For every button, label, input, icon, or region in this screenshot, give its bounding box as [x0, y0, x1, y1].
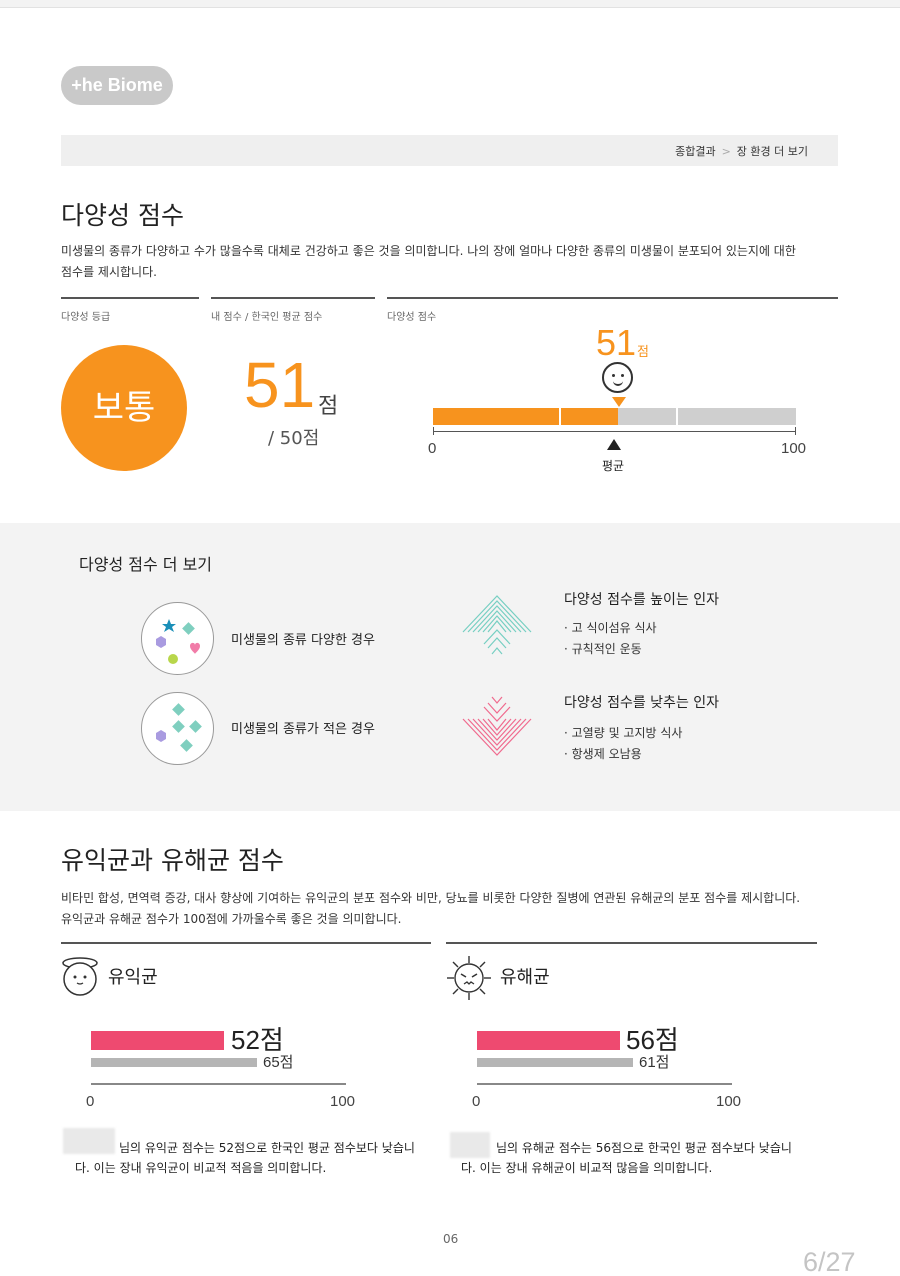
top-border [0, 0, 900, 8]
bacteria-description-line: 유익균과 유해균 점수가 100점에 가까울수록 좋은 것을 의미합니다. [61, 912, 402, 926]
bar-value-unit: 점 [637, 345, 649, 360]
diversity-axis [433, 431, 796, 432]
bad-score-bar [477, 1031, 620, 1050]
breadcrumb-separator-icon: > [721, 144, 731, 158]
breadcrumb-item-gut-env[interactable]: 장 환경 더 보기 [736, 145, 808, 158]
diversity-bar-track [433, 408, 796, 425]
diversity-description-line: 미생물의 종류가 다양하고 수가 많을수록 대체로 건강하고 좋은 것을 의미합… [61, 244, 796, 258]
bad-axis-max: 100 [716, 1093, 742, 1110]
good-bacteria-note: 님의 유익균 점수는 52점으로 한국인 평균 점수보다 낮습니 다. 이는 장… [75, 1138, 425, 1178]
lower-factor-item: · 고열량 및 고지방 식사 [564, 726, 683, 740]
bad-score-value: 56점 [626, 1025, 679, 1055]
my-score-unit: 점 [318, 394, 339, 419]
few-species-shapes [156, 703, 202, 752]
grade-column-label: 다양성 등급 [61, 312, 111, 323]
page-counter: 6/27 [803, 1247, 856, 1276]
bar-value-label: 51 [596, 322, 637, 363]
breadcrumb: 종합결과 > 장 환경 더 보기 [675, 143, 808, 159]
grade-badge: 보통 [61, 345, 187, 471]
diversity-description: 미생물의 종류가 다양하고 수가 많을수록 대체로 건강하고 좋은 것을 의미합… [61, 241, 851, 283]
lower-factors-title: 다양성 점수를 낮추는 인자 [564, 695, 720, 711]
bad-average-value: 61점 [639, 1054, 670, 1071]
axis-max-label: 100 [781, 440, 807, 457]
bad-average-bar [477, 1058, 633, 1067]
axis-min-label: 0 [428, 440, 437, 457]
good-axis [91, 1083, 346, 1085]
bad-bacteria-note: 님의 유해균 점수는 56점으로 한국인 평균 점수보다 낮습니 다. 이는 장… [461, 1138, 811, 1178]
axis-tick [433, 427, 434, 435]
bacteria-description: 비타민 합성, 면역력 증강, 대사 향상에 기여하는 유익균의 분포 점수와 … [61, 888, 851, 930]
diversity-more-panel [0, 523, 900, 811]
average-score: / 50점 [268, 428, 320, 449]
bacteria-description-line: 비타민 합성, 면역력 증강, 대사 향상에 기여하는 유익균의 분포 점수와 … [61, 891, 801, 905]
bad-axis [477, 1083, 732, 1085]
bad-note-line: 님의 유해균 점수는 56점으로 한국인 평균 점수보다 낮습니 [496, 1141, 792, 1155]
redacted-name [450, 1132, 490, 1158]
breadcrumb-item-summary[interactable]: 종합결과 [675, 145, 716, 158]
good-score-bar [91, 1031, 224, 1050]
average-label: 평균 [602, 459, 625, 473]
many-species-label: 미생물의 종류 다양한 경우 [231, 633, 375, 648]
bad-axis-min: 0 [472, 1093, 481, 1110]
column-rule [61, 297, 199, 299]
few-species-icon [141, 692, 214, 765]
good-score-value: 52점 [231, 1025, 284, 1055]
chevron-down-icon [462, 696, 532, 756]
bad-bacteria-label: 유해균 [500, 967, 550, 988]
axis-tick [795, 427, 796, 435]
score-column-label: 내 점수 / 한국인 평균 점수 [211, 312, 323, 323]
good-note-line: 다. 이는 장내 유익균이 비교적 적음을 의미합니다. [75, 1161, 327, 1175]
my-score: 51 [244, 349, 316, 421]
good-bacteria-label: 유익균 [108, 967, 158, 988]
column-rule [211, 297, 375, 299]
bar-segment-divider [559, 408, 561, 425]
brand-logo: +he Biome [61, 66, 173, 105]
column-rule [61, 942, 431, 944]
average-marker-icon [607, 439, 621, 450]
good-average-bar [91, 1058, 257, 1067]
devil-bacteria-icon [447, 956, 491, 1000]
good-axis-min: 0 [86, 1093, 95, 1110]
redacted-name [63, 1128, 115, 1154]
raise-factors-title: 다양성 점수를 높이는 인자 [564, 592, 720, 608]
diversity-more-title: 다양성 점수 더 보기 [79, 555, 213, 574]
diversity-description-line: 점수를 제시합니다. [61, 265, 157, 279]
diversity-bar-fill [433, 408, 618, 425]
column-rule [387, 297, 838, 299]
lower-factor-item: · 항생제 오남용 [564, 747, 642, 761]
raise-factor-item: · 규칙적인 운동 [564, 642, 642, 656]
chevron-up-icon [462, 595, 532, 655]
page-number: 06 [443, 1232, 459, 1246]
good-note-line: 님의 유익균 점수는 52점으로 한국인 평균 점수보다 낮습니 [119, 1141, 415, 1155]
value-pointer-icon [612, 397, 626, 407]
good-average-value: 65점 [263, 1054, 294, 1071]
few-species-label: 미생물의 종류가 적은 경우 [231, 722, 375, 737]
many-species-icon [141, 602, 214, 675]
diversity-title: 다양성 점수 [61, 201, 184, 230]
column-rule [446, 942, 817, 944]
good-axis-max: 100 [330, 1093, 356, 1110]
bar-column-label: 다양성 점수 [387, 312, 437, 323]
many-species-shapes [156, 619, 200, 664]
smiley-face-icon [602, 362, 633, 393]
raise-factor-item: · 고 식이섬유 식사 [564, 621, 657, 635]
breadcrumb-bar: 종합결과 > 장 환경 더 보기 [61, 135, 838, 166]
bad-note-line: 다. 이는 장내 유해균이 비교적 많음을 의미합니다. [461, 1161, 713, 1175]
bacteria-title: 유익균과 유해균 점수 [61, 846, 284, 875]
bar-segment-divider [676, 408, 678, 425]
angel-bacteria-icon [62, 957, 98, 996]
